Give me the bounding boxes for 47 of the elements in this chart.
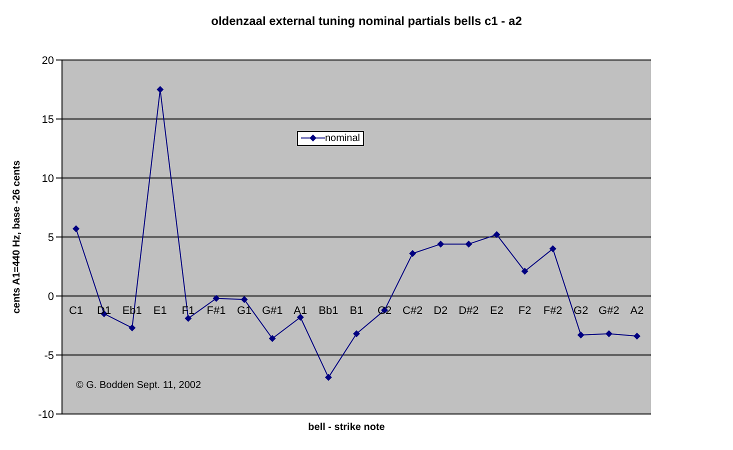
y-tick-label: 10 [42,172,54,185]
x-tick-label: C1 [68,305,84,317]
y-tick-label: 20 [42,54,54,67]
point [156,86,164,93]
x-tick-label: G2 [574,305,588,317]
x-tick-label: C#2 [402,305,423,317]
x-tick-label: G1 [236,305,252,317]
annotation: © G. Bodden Sept. 11, 2002 [76,380,202,391]
chart-title: oldenzaal external tuning nominal partials bells c1 - a2 [210,14,523,28]
y-tick-label: 15 [42,114,54,126]
point [493,231,500,238]
y-tick-label: 0 [48,290,54,303]
point [240,296,248,304]
x-tick-label: F#2 [543,305,562,317]
point [296,314,304,321]
point [353,330,360,338]
legend-label: nominal [325,132,360,144]
x-tick-label: B1 [350,305,364,317]
x-tick-label: F2 [518,305,532,317]
x-tick-label: A2 [630,305,644,317]
x-tick-label: Bb1 [318,305,338,317]
point [465,240,472,248]
point [437,240,444,248]
x-tick-label: G#2 [598,305,620,317]
x-tick-label: D2 [434,305,448,317]
point [633,332,640,340]
point [128,324,136,332]
x-tick-label: F#1 [206,305,226,317]
point [549,245,556,252]
x-tick-label: E1 [153,305,167,317]
point [605,330,612,338]
y-axis-title: cents A1=440 Hz, base -26 cents [12,160,23,314]
x-axis-title: bell - strike note [307,422,386,433]
x-tick-label: A1 [294,305,308,317]
point [409,250,416,258]
x-tick-label: E2 [490,305,504,317]
point [268,334,276,342]
y-tick-label: 5 [48,232,54,244]
y-tick-label: -10 [38,408,54,421]
point [324,374,332,381]
point [72,225,80,232]
point [521,268,528,275]
x-tick-label: G#1 [262,305,283,317]
y-tick-label: -5 [44,350,54,362]
point [212,294,220,302]
point [577,331,584,338]
x-tick-label: D#2 [458,305,479,317]
